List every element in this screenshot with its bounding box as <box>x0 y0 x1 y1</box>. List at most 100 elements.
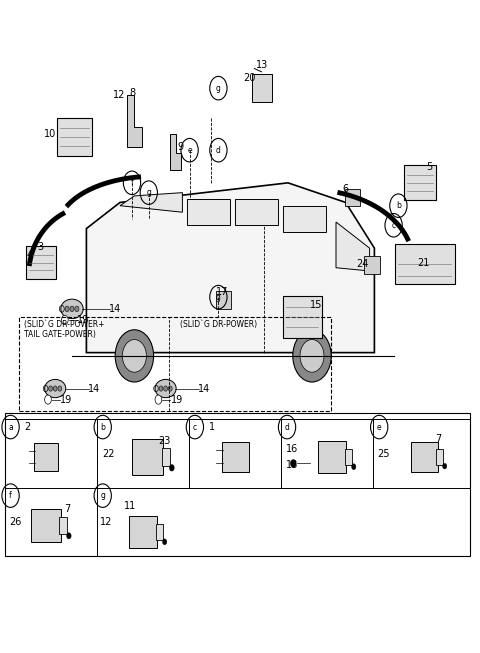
Text: 13: 13 <box>255 60 268 71</box>
Circle shape <box>70 306 74 311</box>
Text: 11: 11 <box>124 501 137 511</box>
FancyBboxPatch shape <box>395 244 455 284</box>
Circle shape <box>75 306 79 311</box>
Text: f: f <box>131 178 133 187</box>
FancyBboxPatch shape <box>25 246 56 279</box>
Text: 14: 14 <box>198 383 210 394</box>
Ellipse shape <box>61 299 83 319</box>
Text: 8: 8 <box>129 88 135 98</box>
Text: (SLID`G DR-POWER): (SLID`G DR-POWER) <box>180 320 257 329</box>
Text: 21: 21 <box>417 257 430 268</box>
Text: 17: 17 <box>216 287 228 297</box>
FancyBboxPatch shape <box>162 448 170 466</box>
PathPatch shape <box>86 183 374 353</box>
FancyBboxPatch shape <box>34 443 59 471</box>
Text: d: d <box>285 422 289 432</box>
Circle shape <box>300 340 324 372</box>
Text: 19: 19 <box>60 394 72 405</box>
Text: e: e <box>377 422 382 432</box>
Text: 22: 22 <box>103 449 115 458</box>
Circle shape <box>290 460 296 468</box>
Circle shape <box>45 395 51 404</box>
Polygon shape <box>170 134 181 170</box>
FancyBboxPatch shape <box>364 256 380 274</box>
FancyBboxPatch shape <box>404 165 436 200</box>
FancyBboxPatch shape <box>156 524 163 540</box>
Circle shape <box>61 315 68 325</box>
Text: 25: 25 <box>378 449 390 458</box>
FancyBboxPatch shape <box>132 439 163 475</box>
Text: 4: 4 <box>27 249 33 260</box>
Text: 5: 5 <box>426 161 433 172</box>
Circle shape <box>164 386 168 391</box>
Text: g: g <box>216 84 221 93</box>
Circle shape <box>115 330 154 382</box>
FancyBboxPatch shape <box>283 296 322 338</box>
Polygon shape <box>120 193 182 212</box>
Circle shape <box>65 306 69 311</box>
Text: g: g <box>216 293 221 302</box>
Text: c: c <box>193 422 197 432</box>
Text: 15: 15 <box>310 300 322 310</box>
Circle shape <box>58 386 62 391</box>
Text: c: c <box>392 221 396 230</box>
Text: 19: 19 <box>77 315 89 325</box>
Circle shape <box>169 464 174 471</box>
Circle shape <box>155 395 162 404</box>
FancyBboxPatch shape <box>252 74 272 102</box>
Circle shape <box>122 340 146 372</box>
Text: f: f <box>9 491 12 500</box>
Circle shape <box>293 330 331 382</box>
Text: 9: 9 <box>177 142 183 152</box>
FancyBboxPatch shape <box>32 509 60 542</box>
Text: 18: 18 <box>286 460 298 470</box>
Text: 3: 3 <box>38 242 44 252</box>
Text: 12: 12 <box>113 89 125 100</box>
FancyBboxPatch shape <box>318 441 346 473</box>
Text: 23: 23 <box>158 436 170 445</box>
Text: 1: 1 <box>209 422 215 432</box>
FancyBboxPatch shape <box>216 291 231 309</box>
Circle shape <box>67 533 71 539</box>
Text: e: e <box>187 146 192 155</box>
FancyBboxPatch shape <box>345 189 360 206</box>
FancyBboxPatch shape <box>187 199 230 225</box>
Text: 2: 2 <box>24 422 31 432</box>
FancyBboxPatch shape <box>436 449 443 464</box>
FancyBboxPatch shape <box>235 199 278 225</box>
FancyBboxPatch shape <box>411 442 438 472</box>
Text: a: a <box>8 422 13 432</box>
Text: 26: 26 <box>9 517 22 527</box>
FancyBboxPatch shape <box>129 516 157 548</box>
Text: 10: 10 <box>44 129 57 139</box>
FancyBboxPatch shape <box>57 118 92 156</box>
Circle shape <box>168 386 172 391</box>
Text: d: d <box>216 146 221 155</box>
Text: 20: 20 <box>243 73 256 84</box>
Circle shape <box>53 386 57 391</box>
Text: 14: 14 <box>87 383 100 394</box>
Text: g: g <box>100 491 105 500</box>
Text: b: b <box>100 422 105 432</box>
Text: b: b <box>396 201 401 210</box>
Text: 12: 12 <box>100 517 113 527</box>
Text: 16: 16 <box>286 444 298 454</box>
Ellipse shape <box>155 379 176 398</box>
Circle shape <box>48 386 52 391</box>
FancyBboxPatch shape <box>345 449 352 465</box>
Text: 14: 14 <box>109 304 121 314</box>
Circle shape <box>163 539 167 545</box>
Text: 7: 7 <box>435 434 442 443</box>
Polygon shape <box>127 95 142 147</box>
Text: 19: 19 <box>170 394 183 405</box>
FancyBboxPatch shape <box>222 442 249 472</box>
Ellipse shape <box>45 379 66 398</box>
Circle shape <box>159 386 163 391</box>
Polygon shape <box>336 222 370 271</box>
Text: 6: 6 <box>343 184 348 195</box>
Text: 24: 24 <box>357 259 369 269</box>
FancyBboxPatch shape <box>283 206 326 232</box>
Text: g: g <box>146 188 151 197</box>
Circle shape <box>351 464 356 470</box>
Text: 7: 7 <box>64 504 71 514</box>
